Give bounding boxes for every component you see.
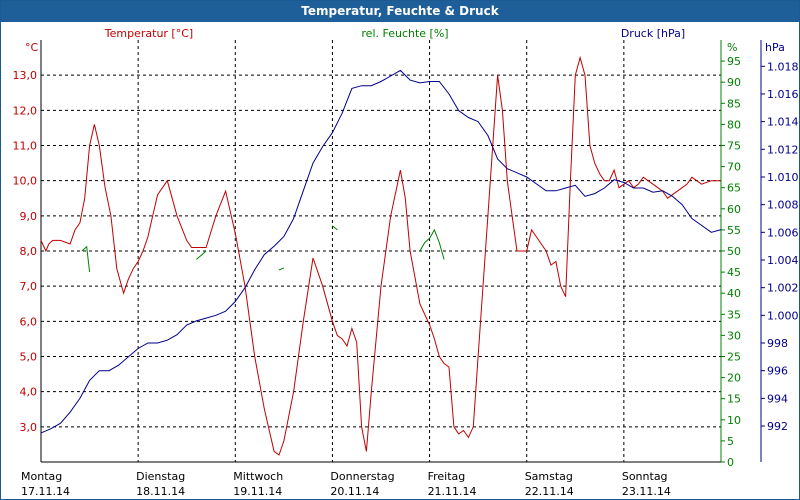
pressure-tick-label: 1.016 — [767, 88, 799, 101]
series — [40, 55, 722, 456]
humidity-line-segment — [278, 267, 285, 271]
pressure-tick-label: 1.018 — [767, 60, 799, 73]
pressure-tick-label: 1.006 — [767, 226, 799, 239]
temperature-tick-label: 5,0 — [20, 351, 38, 364]
pressure-line — [40, 69, 722, 434]
pressure-tick-label: 1.012 — [767, 143, 799, 156]
date-label: 19.11.14 — [233, 485, 282, 498]
day-label: Mittwoch — [233, 470, 283, 483]
temperature-line — [40, 55, 721, 456]
humidity-tick-label: 90 — [727, 76, 741, 89]
day-label: Sonntag — [622, 470, 668, 483]
humidity-tick-label: 65 — [727, 182, 741, 195]
pressure-tick-label: 998 — [767, 337, 788, 350]
humidity-tick-label: 15 — [727, 393, 741, 406]
day-label: Freitag — [428, 470, 466, 483]
labels: 3,0 4,0 5,0 6,0 7,0 8,0 9,0 10,0 11,0 12,0 13,0 °C 0… — [13, 27, 799, 498]
day-label: Dienstag — [136, 470, 185, 483]
humidity-tick-label: 60 — [727, 203, 741, 216]
humidity-line-segment — [81, 245, 91, 273]
humidity-tick-label: 45 — [727, 266, 741, 279]
date-label: 23.11.14 — [622, 485, 671, 498]
humidity-unit: % — [727, 41, 737, 54]
temperature-tick-label: 9,0 — [20, 210, 38, 223]
temperature-tick-label: 4,0 — [20, 386, 38, 399]
humidity-line-segment — [419, 228, 445, 260]
day-label: Montag — [21, 470, 62, 483]
humidity-line-segment — [332, 225, 338, 231]
temperature-tick-label: 11,0 — [13, 140, 38, 153]
humidity-line-segment — [196, 250, 207, 260]
pressure-tick-label: 1.004 — [767, 254, 799, 267]
date-label: 21.11.14 — [428, 485, 477, 498]
date-label: 20.11.14 — [330, 485, 379, 498]
legend-pressure: Druck [hPa] — [621, 27, 685, 40]
pressure-tick-label: 1.000 — [767, 309, 799, 322]
humidity-tick-label: 40 — [727, 287, 741, 300]
humidity-tick-label: 70 — [727, 161, 741, 174]
pressure-tick-label: 1.010 — [767, 171, 799, 184]
window-title: Temperatur, Feuchte & Druck — [1, 1, 799, 22]
humidity-tick-label: 80 — [727, 118, 741, 131]
temperature-tick-label: 8,0 — [20, 245, 38, 258]
pressure-tick-label: 1.014 — [767, 116, 799, 129]
date-label: 17.11.14 — [21, 485, 70, 498]
humidity-tick-label: 95 — [727, 55, 741, 68]
pressure-tick-label: 992 — [767, 420, 788, 433]
temperature-tick-label: 13,0 — [13, 69, 38, 82]
axes — [40, 40, 765, 463]
temperature-tick-label: 3,0 — [20, 421, 38, 434]
date-label: 22.11.14 — [525, 485, 574, 498]
pressure-tick-label: 1.008 — [767, 199, 799, 212]
day-label: Donnerstag — [330, 470, 394, 483]
day-label: Samstag — [525, 470, 573, 483]
temperature-tick-label: 7,0 — [20, 280, 38, 293]
pressure-tick-label: 1.002 — [767, 282, 799, 295]
temperature-tick-label: 10,0 — [13, 175, 38, 188]
humidity-tick-label: 85 — [727, 97, 741, 110]
humidity-tick-label: 20 — [727, 372, 741, 385]
humidity-tick-label: 25 — [727, 351, 741, 364]
humidity-tick-label: 35 — [727, 308, 741, 321]
humidity-tick-label: 30 — [727, 329, 741, 342]
humidity-tick-label: 0 — [727, 456, 734, 469]
pressure-unit: hPa — [765, 41, 785, 54]
humidity-tick-label: 55 — [727, 224, 741, 237]
humidity-tick-label: 10 — [727, 414, 741, 427]
pressure-tick-label: 996 — [767, 365, 788, 378]
temperature-tick-label: 6,0 — [20, 315, 38, 328]
temperature-unit: °C — [25, 41, 39, 54]
humidity-tick-label: 75 — [727, 140, 741, 153]
humidity-tick-label: 50 — [727, 245, 741, 258]
date-label: 18.11.14 — [136, 485, 185, 498]
legend-temperature: Temperatur [°C] — [104, 27, 193, 40]
pressure-tick-label: 994 — [767, 392, 788, 405]
temperature-tick-label: 12,0 — [13, 104, 38, 117]
humidity-tick-label: 5 — [727, 435, 734, 448]
legend-humidity: rel. Feuchte [%] — [361, 27, 448, 40]
